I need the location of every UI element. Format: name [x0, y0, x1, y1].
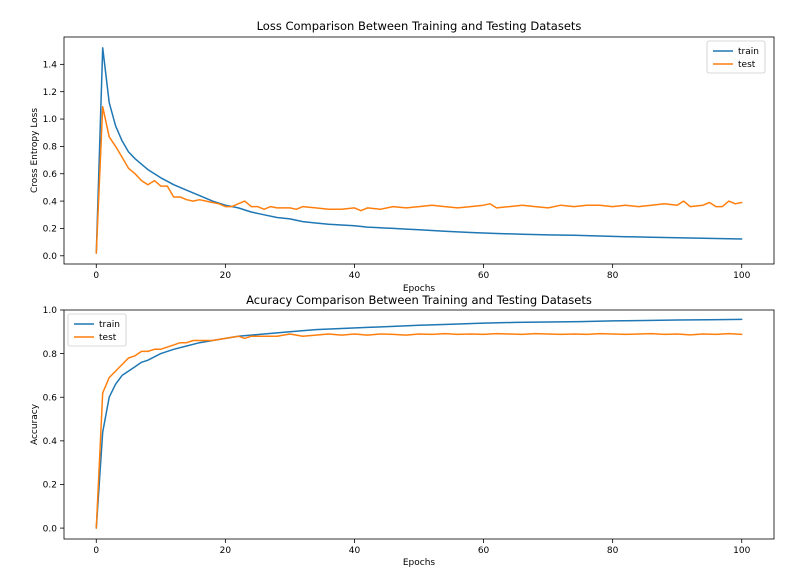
accuracy-chart-title: Acuracy Comparison Between Training and …: [246, 293, 592, 307]
accuracy-x-tick-label: 40: [349, 546, 361, 556]
loss-chart-title: Loss Comparison Between Training and Tes…: [257, 19, 582, 33]
loss-y-tick-label: 0.2: [43, 225, 57, 235]
loss-x-ticks: 0 20 40 60 80 100: [93, 264, 751, 281]
loss-y-tick-label: 0.0: [43, 252, 58, 262]
loss-y-ticks: 0.0 0.2 0.4 0.6 0.8 1.0 1.2 1.4: [43, 61, 64, 262]
loss-x-axis-label: Epochs: [403, 284, 436, 294]
loss-x-tick-label: 0: [93, 271, 99, 281]
accuracy-y-tick-label: 1.0: [43, 306, 58, 316]
accuracy-y-tick-label: 0.6: [43, 393, 58, 403]
accuracy-x-tick-label: 20: [220, 546, 232, 556]
loss-y-tick-label: 0.8: [43, 143, 58, 153]
loss-legend: train test: [706, 40, 766, 74]
accuracy-x-tick-label: 100: [733, 546, 750, 556]
loss-x-tick-label: 40: [349, 271, 361, 281]
loss-y-tick-label: 1.2: [43, 88, 57, 98]
loss-legend-label-train: train: [738, 47, 759, 57]
loss-y-tick-label: 0.6: [43, 170, 58, 180]
loss-plot-frame: [63, 36, 775, 265]
accuracy-plot-frame: [63, 309, 775, 540]
accuracy-legend: train test: [67, 313, 127, 347]
accuracy-y-tick-label: 0.8: [43, 350, 58, 360]
accuracy-legend-box: [67, 313, 127, 347]
accuracy-x-tick-label: 60: [478, 546, 490, 556]
loss-y-tick-label: 0.4: [43, 197, 58, 207]
loss-y-tick-label: 1.0: [43, 115, 58, 125]
accuracy-chart: Acuracy Comparison Between Training and …: [30, 293, 775, 568]
loss-legend-box: [706, 40, 766, 74]
loss-chart: Loss Comparison Between Training and Tes…: [30, 19, 775, 294]
loss-y-tick-label: 1.4: [43, 61, 58, 71]
accuracy-train-line: [95, 318, 743, 529]
loss-x-tick-label: 80: [607, 271, 619, 281]
loss-legend-label-test: test: [738, 60, 756, 70]
loss-series-group: [95, 47, 743, 254]
accuracy-y-ticks: 0.0 0.2 0.4 0.6 0.8 1.0: [43, 306, 64, 534]
loss-y-axis-label: Cross Entropy Loss: [30, 108, 40, 193]
accuracy-legend-label-train: train: [99, 320, 120, 330]
accuracy-y-tick-label: 0.2: [43, 481, 57, 491]
loss-x-tick-label: 60: [478, 271, 490, 281]
loss-x-tick-label: 20: [220, 271, 232, 281]
accuracy-series-group: [95, 318, 743, 529]
accuracy-x-tick-label: 80: [607, 546, 619, 556]
accuracy-y-tick-label: 0.4: [43, 437, 58, 447]
accuracy-y-tick-label: 0.0: [43, 524, 58, 534]
accuracy-legend-label-test: test: [99, 333, 117, 343]
accuracy-y-axis-label: Accuracy: [30, 403, 40, 445]
loss-x-tick-label: 100: [733, 271, 750, 281]
accuracy-test-line: [95, 332, 743, 529]
loss-test-line: [95, 105, 743, 254]
accuracy-x-axis-label: Epochs: [403, 558, 436, 568]
accuracy-x-tick-label: 0: [93, 546, 99, 556]
accuracy-x-ticks: 0 20 40 60 80 100: [93, 539, 751, 556]
loss-train-line: [95, 47, 743, 254]
